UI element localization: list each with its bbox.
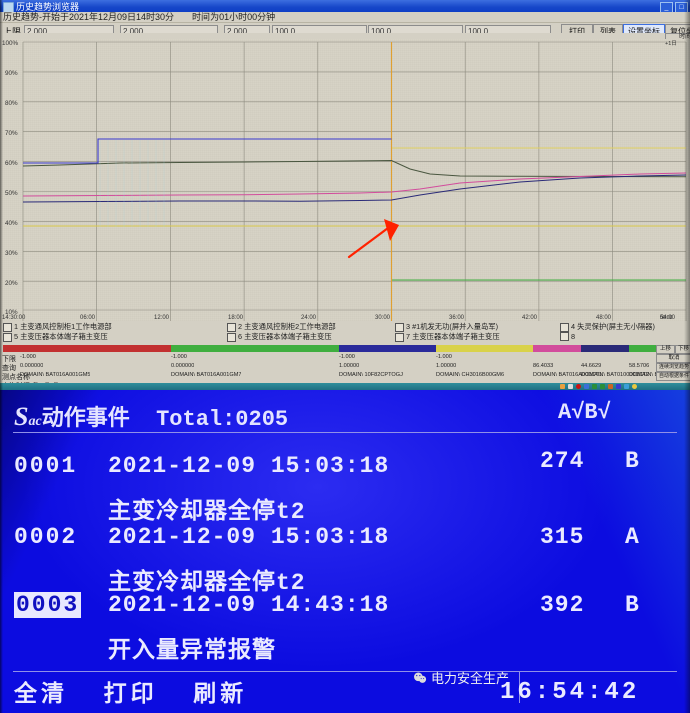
svg-text:100%: 100% [2, 40, 19, 47]
svg-text:+1日: +1日 [665, 40, 677, 47]
svg-text:90%: 90% [5, 70, 18, 77]
svg-text:70%: 70% [5, 130, 18, 137]
svg-text:60%: 60% [5, 160, 18, 167]
svg-text:80%: 80% [5, 100, 18, 107]
svg-text:50%: 50% [5, 190, 18, 197]
svg-text:20%: 20% [5, 280, 18, 287]
svg-text:30%: 30% [5, 250, 18, 257]
svg-text:40%: 40% [5, 220, 18, 227]
